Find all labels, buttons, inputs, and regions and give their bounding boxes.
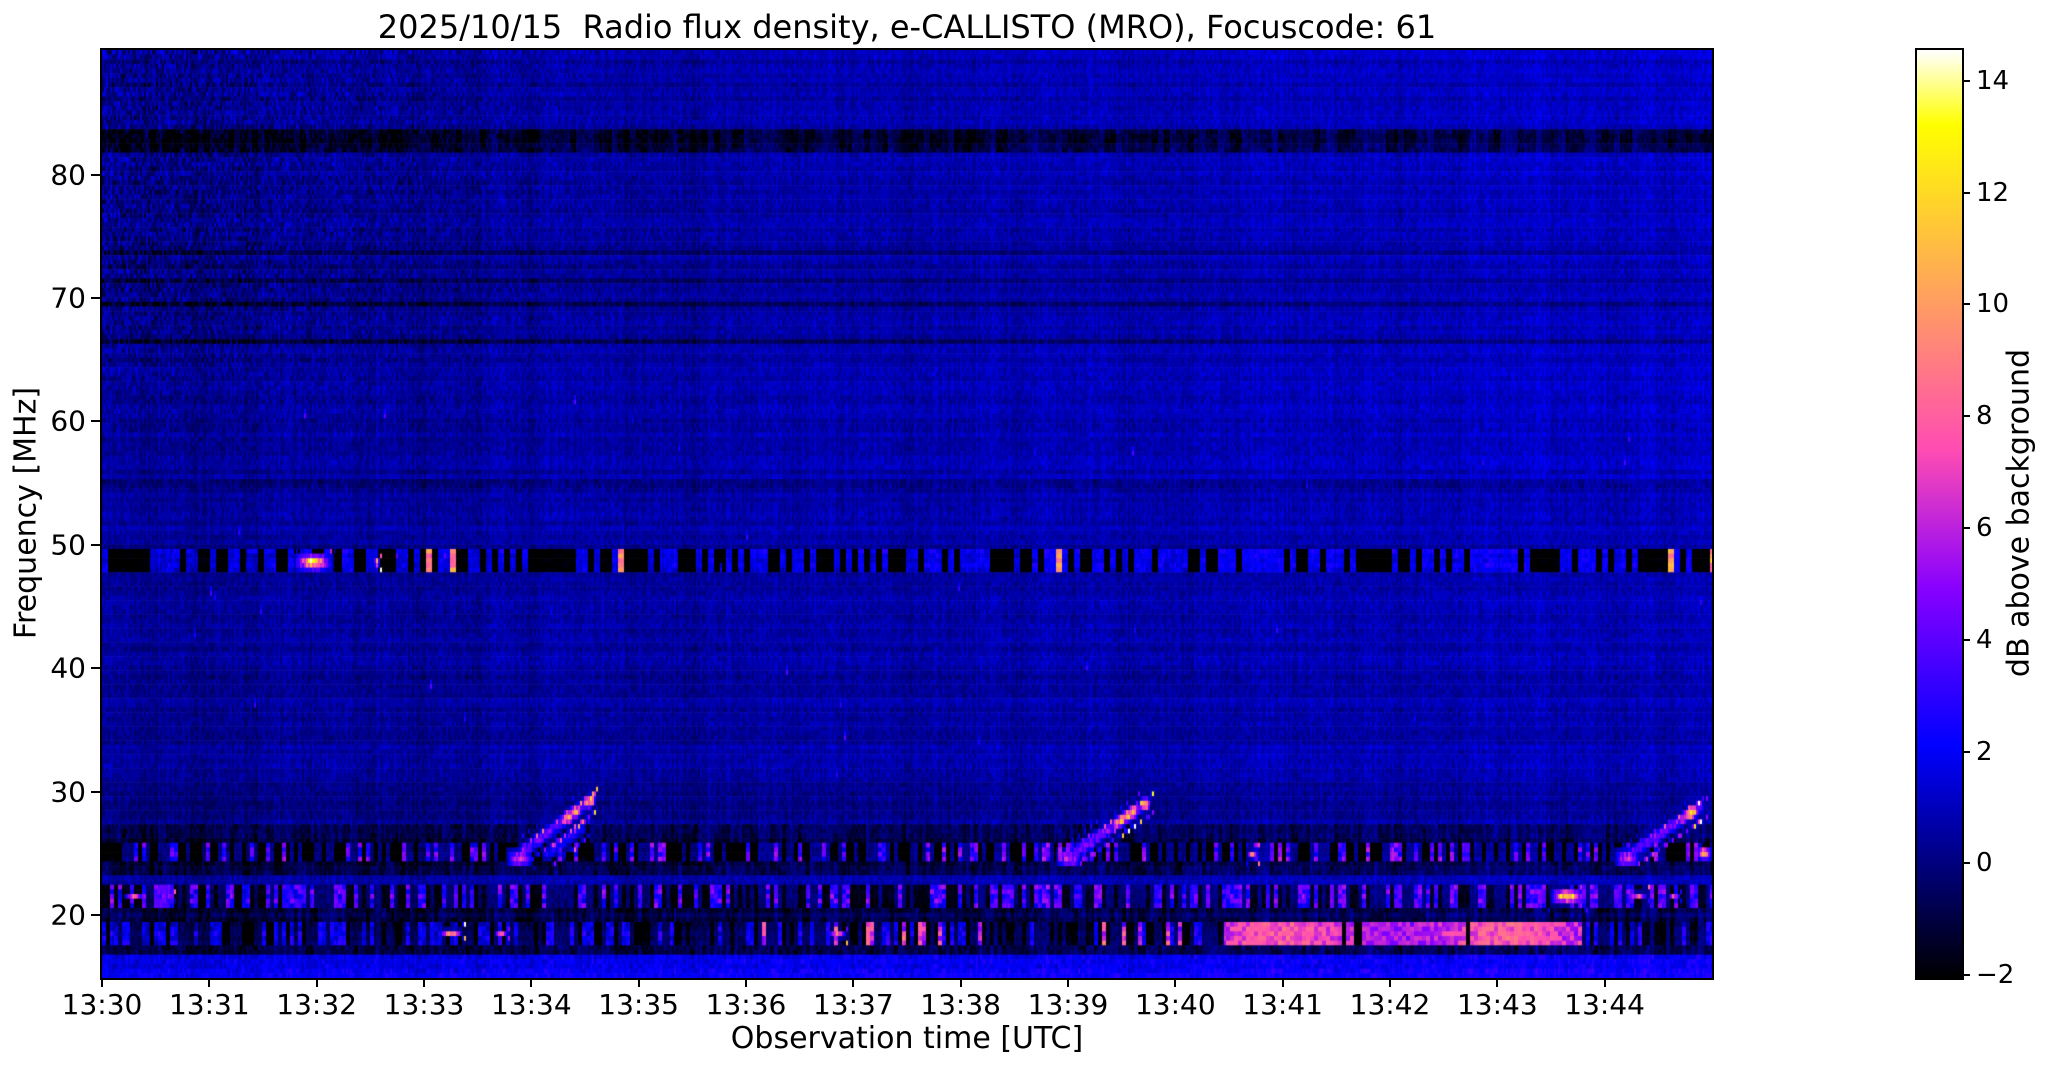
colorbar-tick-label: −2	[1976, 960, 2015, 991]
y-tick-mark	[91, 914, 100, 917]
y-tick-mark	[91, 420, 100, 423]
x-tick-mark	[1603, 978, 1606, 987]
colorbar-tick-mark	[1962, 862, 1970, 865]
x-tick-mark	[1174, 978, 1177, 987]
y-tick-label: 20	[50, 898, 86, 932]
colorbar-tick-mark	[1962, 526, 1970, 529]
colorbar-tick-label: 4	[1976, 624, 1993, 655]
x-tick-label: 13:34	[490, 988, 572, 1021]
x-tick-label: 13:31	[168, 988, 250, 1021]
colorbar	[1915, 48, 1964, 980]
y-axis-label: Frequency [MHz]	[8, 386, 44, 640]
y-tick-mark	[91, 543, 100, 546]
colorbar-label: dB above background	[2001, 348, 2037, 678]
y-tick-label: 70	[50, 281, 86, 315]
colorbar-tick-label: 0	[1976, 848, 1993, 879]
chart-title: 2025/10/15 Radio flux density, e-CALLIST…	[377, 8, 1437, 46]
y-tick-label: 60	[50, 404, 86, 438]
x-tick-label: 13:36	[705, 988, 787, 1021]
y-tick-label: 40	[50, 651, 86, 685]
colorbar-tick-mark	[1962, 974, 1970, 977]
x-tick-mark	[1496, 978, 1499, 987]
x-tick-mark	[1067, 978, 1069, 987]
x-tick-label: 13:44	[1564, 988, 1646, 1021]
colorbar-tick-label: 6	[1976, 512, 1993, 543]
x-axis-label: Observation time [UTC]	[730, 1021, 1084, 1056]
x-tick-label: 13:41	[1242, 988, 1324, 1021]
colorbar-canvas	[1917, 50, 1962, 978]
x-tick-label: 13:32	[276, 988, 358, 1021]
x-tick-label: 13:35	[598, 988, 680, 1021]
x-tick-mark	[1281, 978, 1284, 987]
y-tick-label: 80	[50, 158, 86, 192]
y-tick-mark	[91, 667, 100, 670]
y-tick-label: 30	[50, 775, 86, 809]
colorbar-tick-label: 2	[1976, 736, 1993, 767]
x-tick-mark	[423, 978, 425, 987]
x-tick-mark	[530, 978, 533, 987]
y-tick-mark	[91, 297, 100, 300]
x-tick-mark	[959, 978, 962, 987]
x-tick-label: 13:37	[812, 988, 894, 1021]
x-tick-label: 13:39	[1027, 988, 1109, 1021]
colorbar-tick-label: 8	[1976, 401, 1993, 432]
colorbar-tick-mark	[1962, 415, 1970, 418]
colorbar-tick-label: 10	[1976, 289, 2010, 320]
spectrogram-canvas	[102, 50, 1712, 978]
x-tick-mark	[745, 978, 747, 987]
colorbar-tick-label: 12	[1976, 177, 2010, 208]
x-tick-mark	[852, 978, 855, 987]
colorbar-tick-mark	[1962, 79, 1970, 82]
colorbar-tick-mark	[1962, 191, 1970, 194]
y-tick-label: 50	[50, 528, 86, 562]
x-tick-mark	[315, 978, 318, 987]
y-tick-mark	[91, 790, 100, 793]
x-tick-label: 13:43	[1456, 988, 1538, 1021]
colorbar-tick-mark	[1962, 303, 1970, 306]
x-tick-label: 13:40	[1134, 988, 1216, 1021]
colorbar-tick-label: 14	[1976, 65, 2010, 96]
x-tick-label: 13:38	[920, 988, 1002, 1021]
x-tick-label: 13:42	[1349, 988, 1431, 1021]
x-tick-label: 13:30	[61, 988, 143, 1021]
x-tick-label: 13:33	[383, 988, 465, 1021]
x-tick-mark	[208, 978, 211, 987]
x-tick-mark	[1389, 978, 1391, 987]
y-tick-mark	[91, 173, 100, 176]
x-tick-mark	[101, 978, 103, 987]
colorbar-tick-mark	[1962, 750, 1970, 753]
plot-area	[100, 48, 1714, 980]
x-tick-mark	[637, 978, 640, 987]
colorbar-tick-mark	[1962, 638, 1970, 641]
